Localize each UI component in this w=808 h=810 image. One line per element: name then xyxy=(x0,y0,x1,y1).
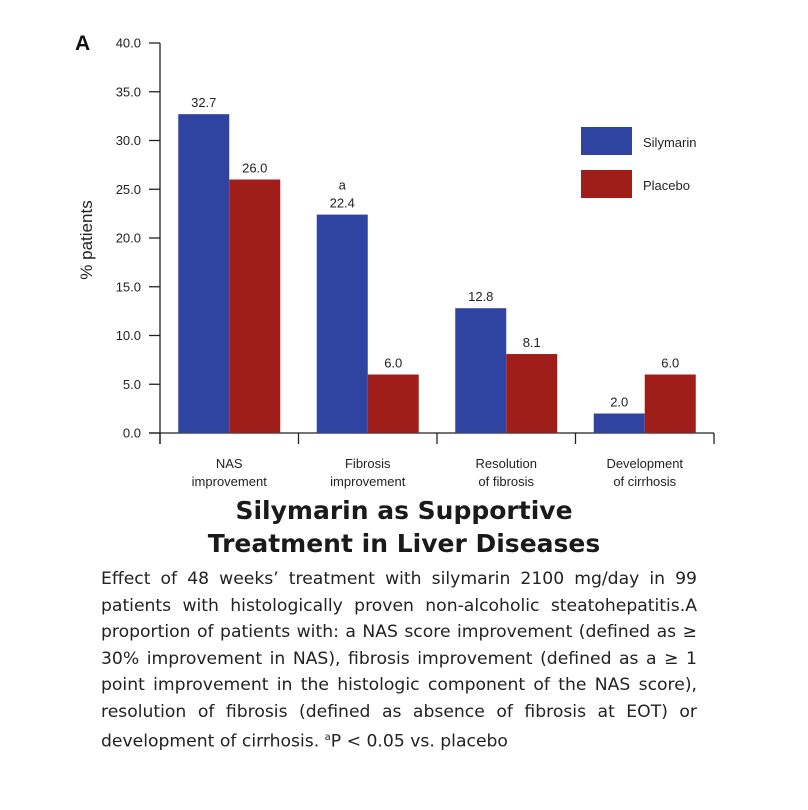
data-label: 6.0 xyxy=(384,356,402,371)
data-label: 32.7 xyxy=(191,95,216,110)
figure-title: Silymarin as Supportive Treatment in Liv… xyxy=(0,494,808,560)
x-category-label: Resolution xyxy=(476,456,537,471)
figure-caption: Effect of 48 weeks’ treatment with silym… xyxy=(101,566,697,755)
legend-swatch-placebo xyxy=(581,170,632,198)
x-category-label: of cirrhosis xyxy=(613,474,676,489)
y-tick-label: 15.0 xyxy=(116,279,141,294)
x-axis: NAS improvement Fibrosis improvement Resolut… xyxy=(149,432,715,489)
bar-chart: A 0.0 5.0 10.0 15.0 20.0 25.0 30.0 35.0 40.0 NAS… xyxy=(75,32,715,489)
y-tick-label: 20.0 xyxy=(116,231,141,246)
x-category-label: of fibrosis xyxy=(478,474,534,489)
title-line-1: Silymarin as Supportive xyxy=(235,496,573,525)
y-axis: 0.0 5.0 10.0 15.0 20.0 25.0 30.0 35.0 40.0 xyxy=(116,36,161,444)
legend-label: Silymarin xyxy=(643,135,696,150)
bar-silymarin xyxy=(593,413,645,433)
data-label: 6.0 xyxy=(661,356,679,371)
data-label: 2.0 xyxy=(610,395,628,410)
bar-silymarin xyxy=(316,214,368,433)
bar-placebo xyxy=(229,179,281,433)
bar-silymarin xyxy=(178,114,230,434)
x-category-label: improvement xyxy=(330,474,406,489)
footnote-mark: a xyxy=(324,732,331,743)
y-tick-label: 25.0 xyxy=(116,182,141,197)
title-line-2: Treatment in Liver Diseases xyxy=(207,529,601,558)
bar-placebo xyxy=(506,354,558,433)
legend: Silymarin Placebo xyxy=(581,127,696,198)
data-label: 8.1 xyxy=(523,335,541,350)
bar-silymarin xyxy=(455,308,507,433)
data-label: 12.8 xyxy=(468,289,493,304)
y-tick-label: 35.0 xyxy=(116,84,141,99)
y-tick-label: 30.0 xyxy=(116,133,141,148)
y-tick-label: 5.0 xyxy=(123,377,141,392)
bar-placebo xyxy=(367,374,419,433)
y-tick-label: 10.0 xyxy=(116,328,141,343)
caption-text: Effect of 48 weeks’ treatment with silym… xyxy=(101,569,697,752)
x-category-label: NAS xyxy=(216,456,243,471)
legend-swatch-silymarin xyxy=(581,127,632,155)
y-tick-label: 0.0 xyxy=(123,426,141,441)
y-axis-label: % patients xyxy=(77,200,96,279)
bars: 32.7 26.0 22.4 6.0 12.8 8.1 2.0 6.0 a xyxy=(178,95,696,434)
legend-label: Placebo xyxy=(643,178,690,193)
significance-annotation: a xyxy=(339,178,347,193)
y-tick-label: 40.0 xyxy=(116,36,141,51)
x-category-label: Development xyxy=(606,456,683,471)
bar-placebo xyxy=(644,374,696,433)
footnote-text: P < 0.05 vs. placebo xyxy=(330,731,508,752)
panel-letter: A xyxy=(75,32,90,55)
x-category-label: improvement xyxy=(192,474,268,489)
data-label: 22.4 xyxy=(330,196,355,211)
x-category-label: Fibrosis xyxy=(345,456,391,471)
data-label: 26.0 xyxy=(242,161,267,176)
